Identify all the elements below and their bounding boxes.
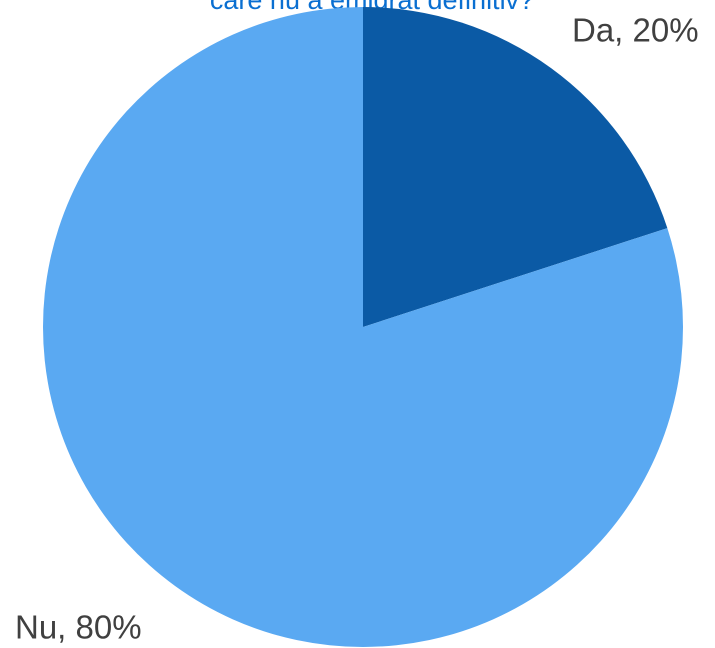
data-label: Nu, 80% (15, 609, 142, 646)
pie-slice (363, 7, 668, 327)
pie-slice (43, 7, 684, 647)
data-label: Da, 20% (572, 12, 699, 49)
